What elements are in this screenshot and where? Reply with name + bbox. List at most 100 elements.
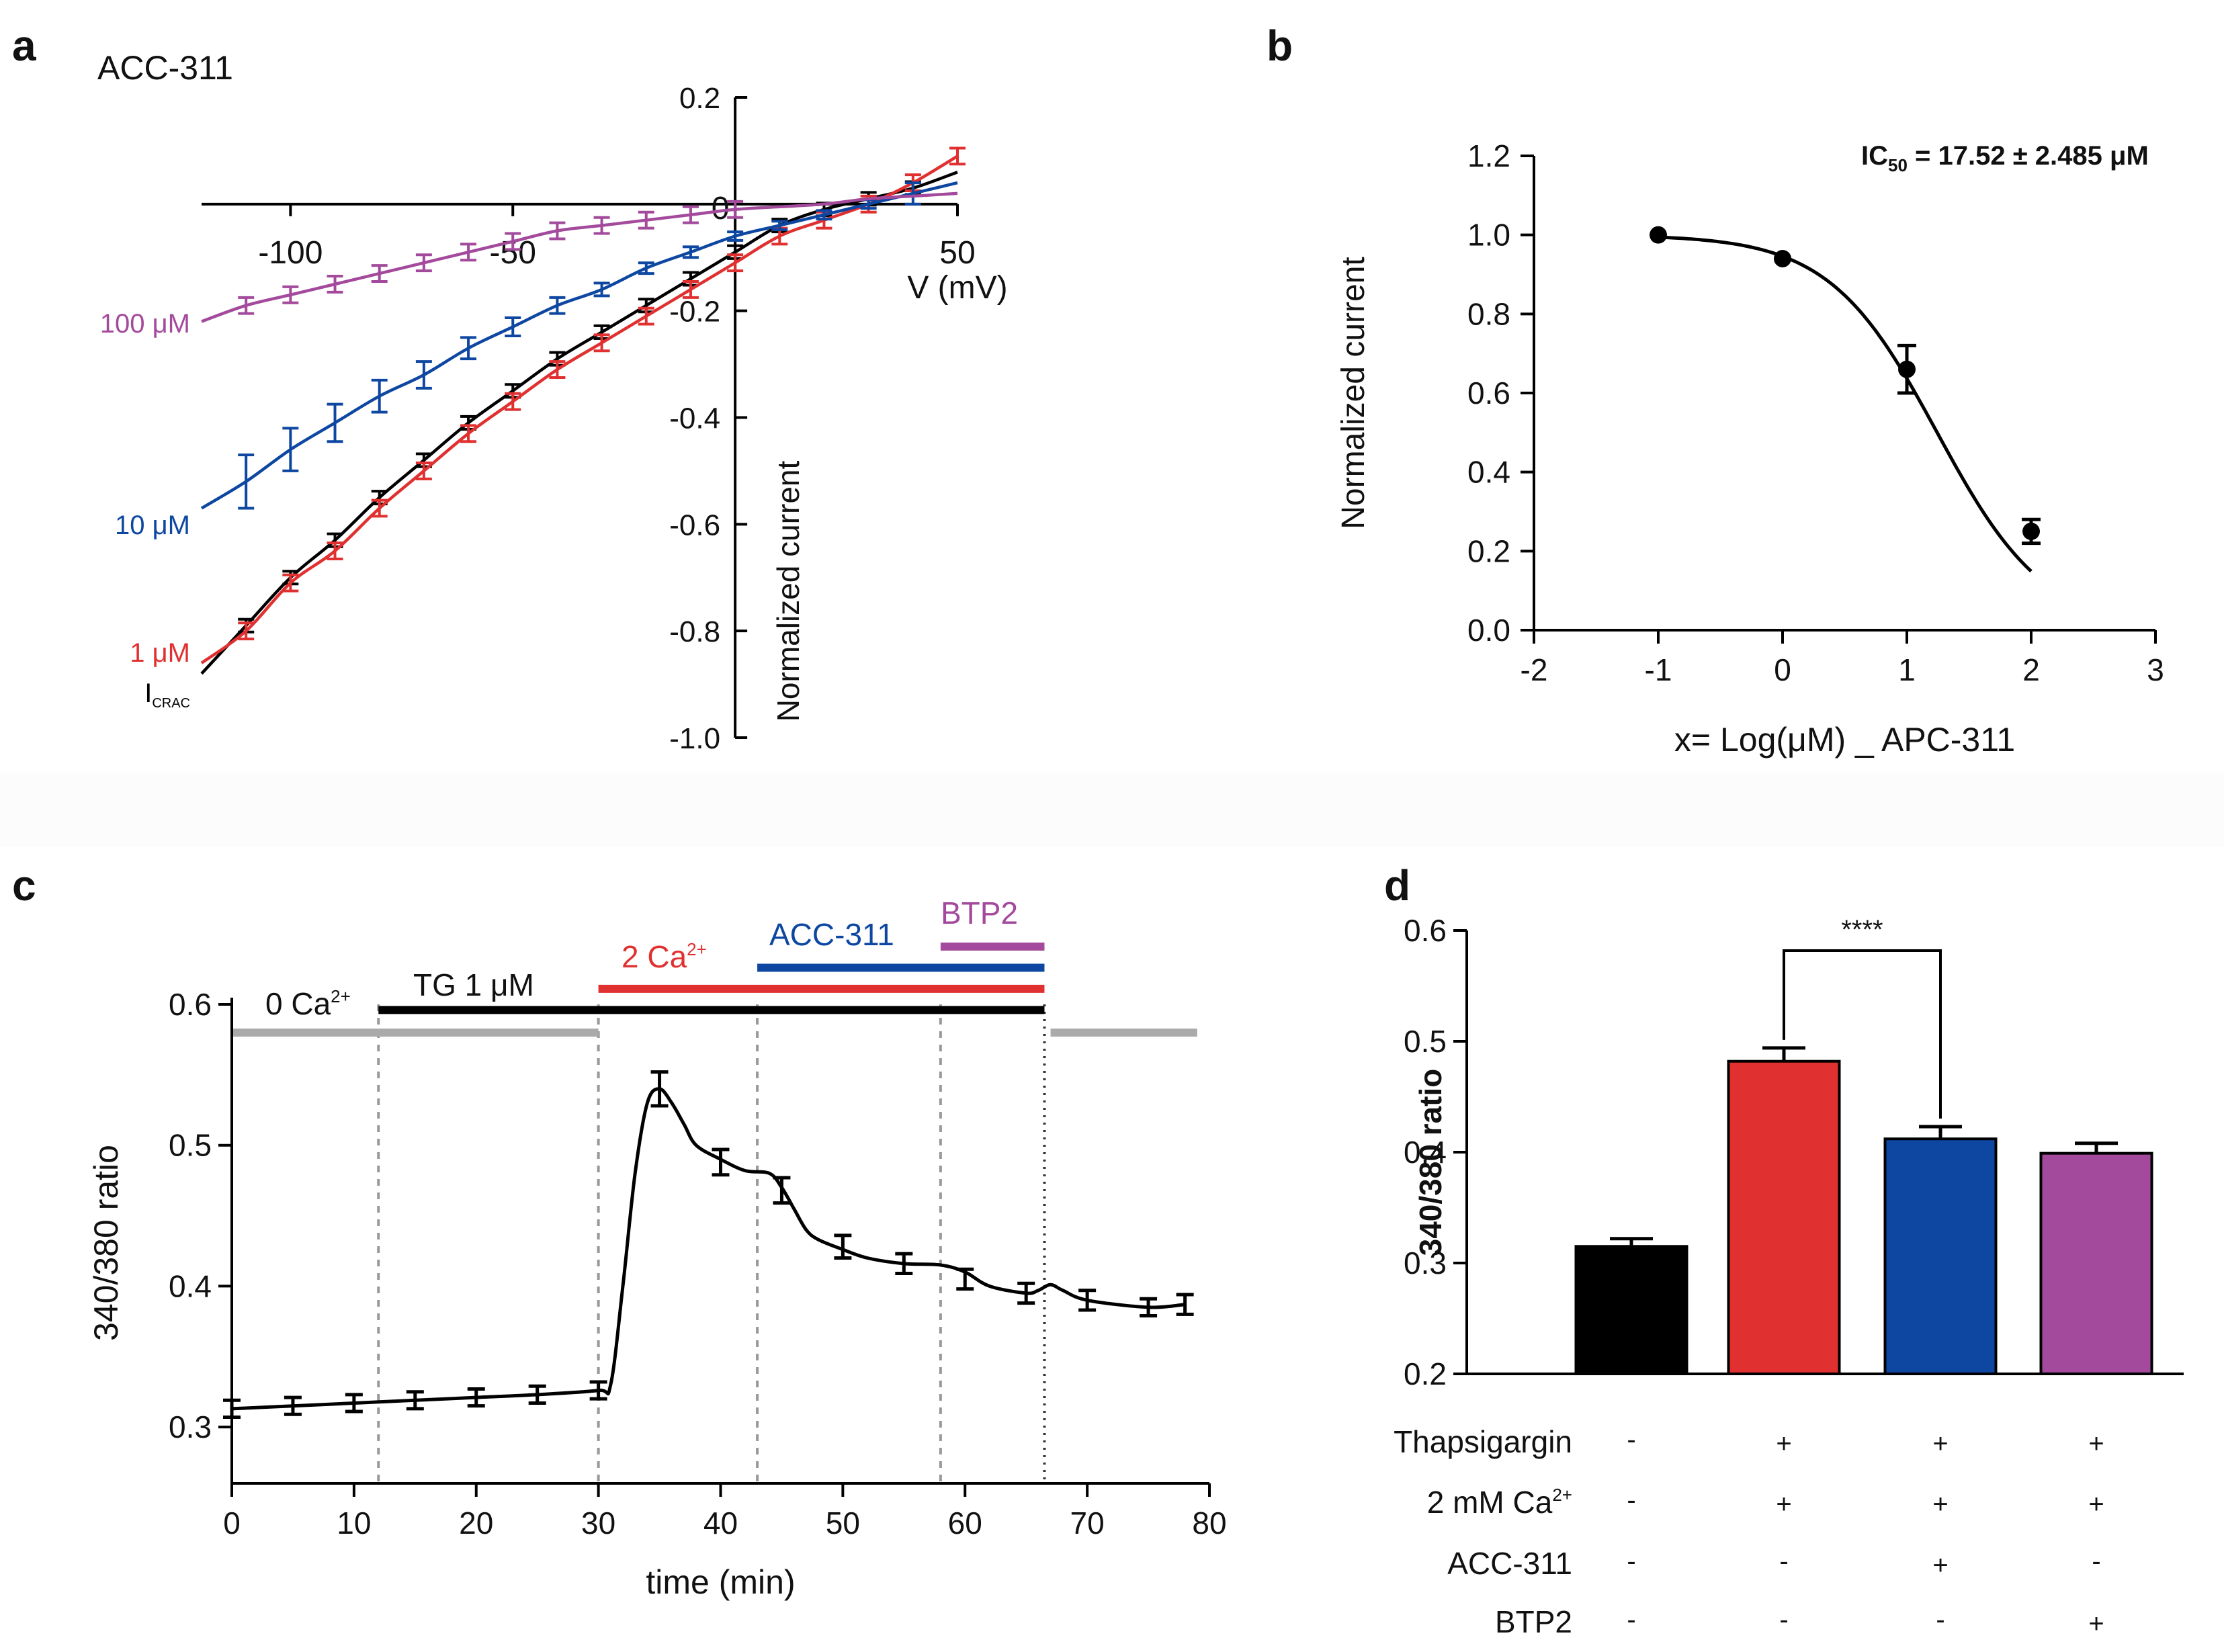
condition-label: BTP2	[941, 896, 1018, 930]
y-tick-label: 0.4	[169, 1268, 212, 1303]
error-bar	[593, 281, 610, 298]
error-bar	[549, 221, 566, 241]
x-tick-label: 40	[703, 1506, 738, 1540]
y-tick-label: 0.3	[1404, 1246, 1447, 1280]
y-tick-label: 0.6	[1467, 376, 1510, 410]
error-bar	[460, 243, 477, 262]
condition-mark: +	[1932, 1489, 1948, 1519]
condition-label: ACC-311	[769, 917, 894, 952]
panel-label-b: b	[1267, 21, 1293, 70]
error-bar	[415, 360, 432, 390]
condition-row-label-sup: 2+	[1552, 1485, 1572, 1505]
y-tick-label: -1.0	[669, 722, 720, 755]
condition-mark: +	[2088, 1489, 2104, 1519]
series-line	[201, 191, 958, 323]
error-bar	[505, 392, 521, 411]
y-tick-label: 0.6	[1404, 913, 1447, 948]
condition-row-label: 2 mM Ca2+	[1427, 1485, 1572, 1520]
x-tick-label: 3	[2147, 652, 2164, 687]
condition-mark: +	[1932, 1551, 1948, 1580]
error-bar	[460, 336, 477, 361]
y-axis-label: Normalized current	[1336, 257, 1371, 529]
series-label-main: I	[144, 679, 152, 708]
series-2	[200, 181, 958, 510]
error-bar	[638, 306, 654, 326]
data-point	[1898, 360, 1916, 378]
error-bar	[1017, 1281, 1035, 1305]
condition-mark: -	[1779, 1547, 1788, 1576]
x-tick-label: 50	[939, 235, 975, 271]
y-tick-label: 0.3	[169, 1409, 212, 1444]
bar	[1883, 1137, 1998, 1375]
panel-b-dose-response: -2 -1 0 1 2 3 0.0 0.2 0.4 0.6 0.8 1.0 1.2 x= Log(μM) …	[1336, 138, 2164, 758]
data-point	[1774, 249, 1791, 267]
condition-mark: -	[1627, 1425, 1635, 1454]
panel-label-a: a	[12, 21, 36, 70]
condition-label-sup: 2+	[331, 986, 351, 1006]
x-axis-label: x= Log(μM) _ APC-311	[1674, 721, 2015, 758]
error-bar	[727, 200, 744, 219]
significance-bracket	[1783, 949, 1942, 1119]
data-point	[2022, 522, 2040, 540]
x-tick-label: 20	[459, 1506, 493, 1540]
error-bar	[816, 209, 832, 221]
condition-label: 2 Ca2+	[622, 939, 707, 974]
condition-label-sup: 2+	[687, 939, 707, 959]
condition-mark: -	[1627, 1605, 1635, 1635]
error-bar	[223, 1398, 241, 1419]
bar	[1727, 1059, 1841, 1375]
error-bar	[771, 220, 788, 231]
error-bar	[327, 402, 343, 443]
y-tick-label: -0.2	[669, 296, 720, 329]
y-tick-label: 0.0	[1467, 613, 1510, 648]
error-bar	[528, 1384, 546, 1405]
condition-mark: -	[1936, 1605, 1944, 1635]
error-bar	[549, 360, 566, 379]
condition-mark: -	[1779, 1605, 1788, 1635]
error-bar	[1176, 1293, 1194, 1316]
error-bar	[371, 498, 388, 518]
panel-label-d: d	[1384, 861, 1410, 910]
error-bar	[238, 621, 255, 641]
error-bar	[415, 253, 432, 273]
ic50-annotation_sub: 50	[1888, 155, 1908, 175]
error-bar	[238, 453, 255, 510]
condition-mark: +	[1776, 1489, 1791, 1519]
x-tick-label: -100	[258, 235, 323, 271]
x-axis-label: time (min)	[646, 1563, 795, 1601]
condition-row-label-main: Thapsigargin	[1394, 1424, 1572, 1459]
x-tick-label: 0	[1774, 652, 1791, 687]
error-bar	[460, 424, 477, 443]
error-bar	[371, 264, 388, 283]
fit-curve	[1658, 235, 2033, 573]
x-axis-label: V (mV)	[907, 270, 1007, 306]
ratio-trace	[231, 1087, 1185, 1411]
x-tick-label: 0	[712, 191, 730, 226]
error-bar	[593, 216, 610, 235]
error-bar	[327, 541, 343, 560]
series-label-sub: CRAC	[152, 696, 190, 711]
panel-label-c: c	[12, 861, 36, 910]
x-tick-label: 60	[948, 1506, 982, 1540]
x-tick-label: 70	[1070, 1506, 1105, 1540]
error-bar	[1078, 1289, 1097, 1312]
condition-label-main: ACC-311	[769, 917, 894, 952]
error-bar	[638, 210, 654, 230]
condition-row-label: BTP2	[1495, 1604, 1572, 1639]
error-bar	[895, 1252, 913, 1276]
condition-row-label-main: BTP2	[1495, 1604, 1572, 1639]
condition-mark: +	[1776, 1429, 1791, 1459]
series-1	[200, 146, 966, 664]
error-bar	[467, 1387, 485, 1408]
series-line	[200, 181, 958, 510]
error-bar	[682, 245, 699, 259]
error-bar	[327, 275, 343, 294]
condition-label: TG 1 μM	[413, 967, 534, 1002]
error-bar	[282, 573, 299, 593]
condition-row-label: Thapsigargin	[1394, 1424, 1572, 1459]
error-bar	[505, 232, 521, 251]
error-bar	[727, 253, 744, 273]
y-tick-label: 1.2	[1467, 138, 1510, 173]
